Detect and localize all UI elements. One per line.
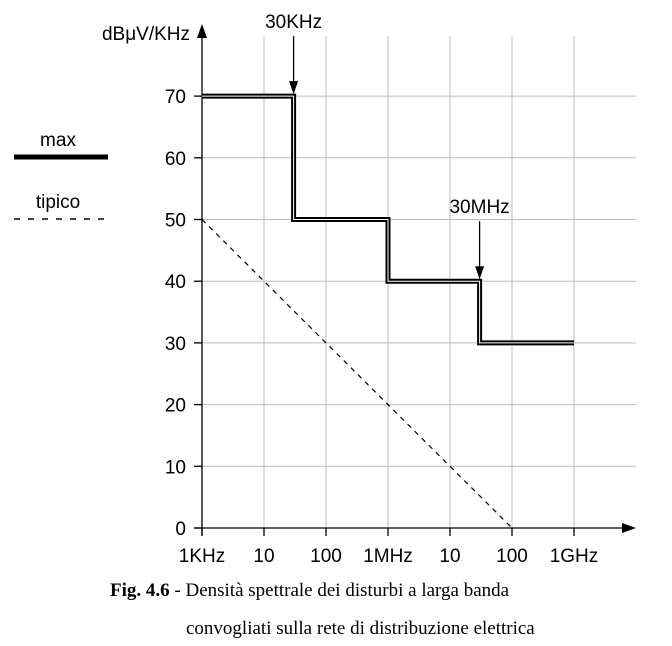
legend: max tipico <box>14 130 108 220</box>
annotation-label: 30KHz <box>265 12 322 33</box>
y-tick-label: 30 <box>165 334 186 355</box>
annotation-arrow-head <box>475 266 485 280</box>
tick-labels: 1KHz 10 100 1MHz 10 100 1GHz 0 10 20 30 40 50 60 70 dBμ… <box>102 24 598 567</box>
y-tick-label: 0 <box>175 519 186 540</box>
annotation-arrow-head <box>289 81 299 95</box>
y-axis-arrow <box>197 24 207 38</box>
annotations: 30KHz 30MHz <box>265 12 510 280</box>
y-tick-label: 20 <box>165 396 186 417</box>
figure-caption-line-1: Fig. 4.6 - Densità spettrale dei disturb… <box>110 580 509 602</box>
caption-text-1: - Densità spettrale dei disturbi a larga… <box>169 580 510 601</box>
x-tick-label: 10 <box>253 546 274 567</box>
series-tipico-line <box>201 219 513 529</box>
series-max-inner <box>202 95 574 344</box>
series <box>201 93 574 529</box>
y-tick-label: 70 <box>165 87 186 108</box>
axes <box>194 24 636 536</box>
x-tick-label: 100 <box>496 546 528 567</box>
figure-caption-line-2: convogliati sulla rete di distribuzione … <box>186 618 535 640</box>
x-tick-label: 10 <box>439 546 460 567</box>
figure-number: Fig. 4.6 <box>110 580 170 601</box>
y-tick-label: 10 <box>165 457 186 478</box>
x-tick-label: 1KHz <box>179 546 225 567</box>
chart: 1KHz 10 100 1MHz 10 100 1GHz 0 10 20 30 40 50 60 70 dBμ… <box>14 12 636 567</box>
y-axis-label: dBμV/KHz <box>102 24 190 45</box>
legend-label-tipico: tipico <box>36 192 80 213</box>
x-axis-arrow <box>622 523 636 533</box>
y-tick-label: 40 <box>165 272 186 293</box>
y-tick-label: 50 <box>165 211 186 232</box>
x-tick-label: 100 <box>310 546 342 567</box>
legend-label-max: max <box>40 130 76 151</box>
grid <box>202 36 636 528</box>
y-tick-label: 60 <box>165 149 186 170</box>
annotation-label: 30MHz <box>449 197 509 218</box>
x-tick-label: 1MHz <box>363 546 413 567</box>
caption-text-2: convogliati sulla rete di distribuzione … <box>186 618 535 639</box>
x-tick-label: 1GHz <box>550 546 599 567</box>
